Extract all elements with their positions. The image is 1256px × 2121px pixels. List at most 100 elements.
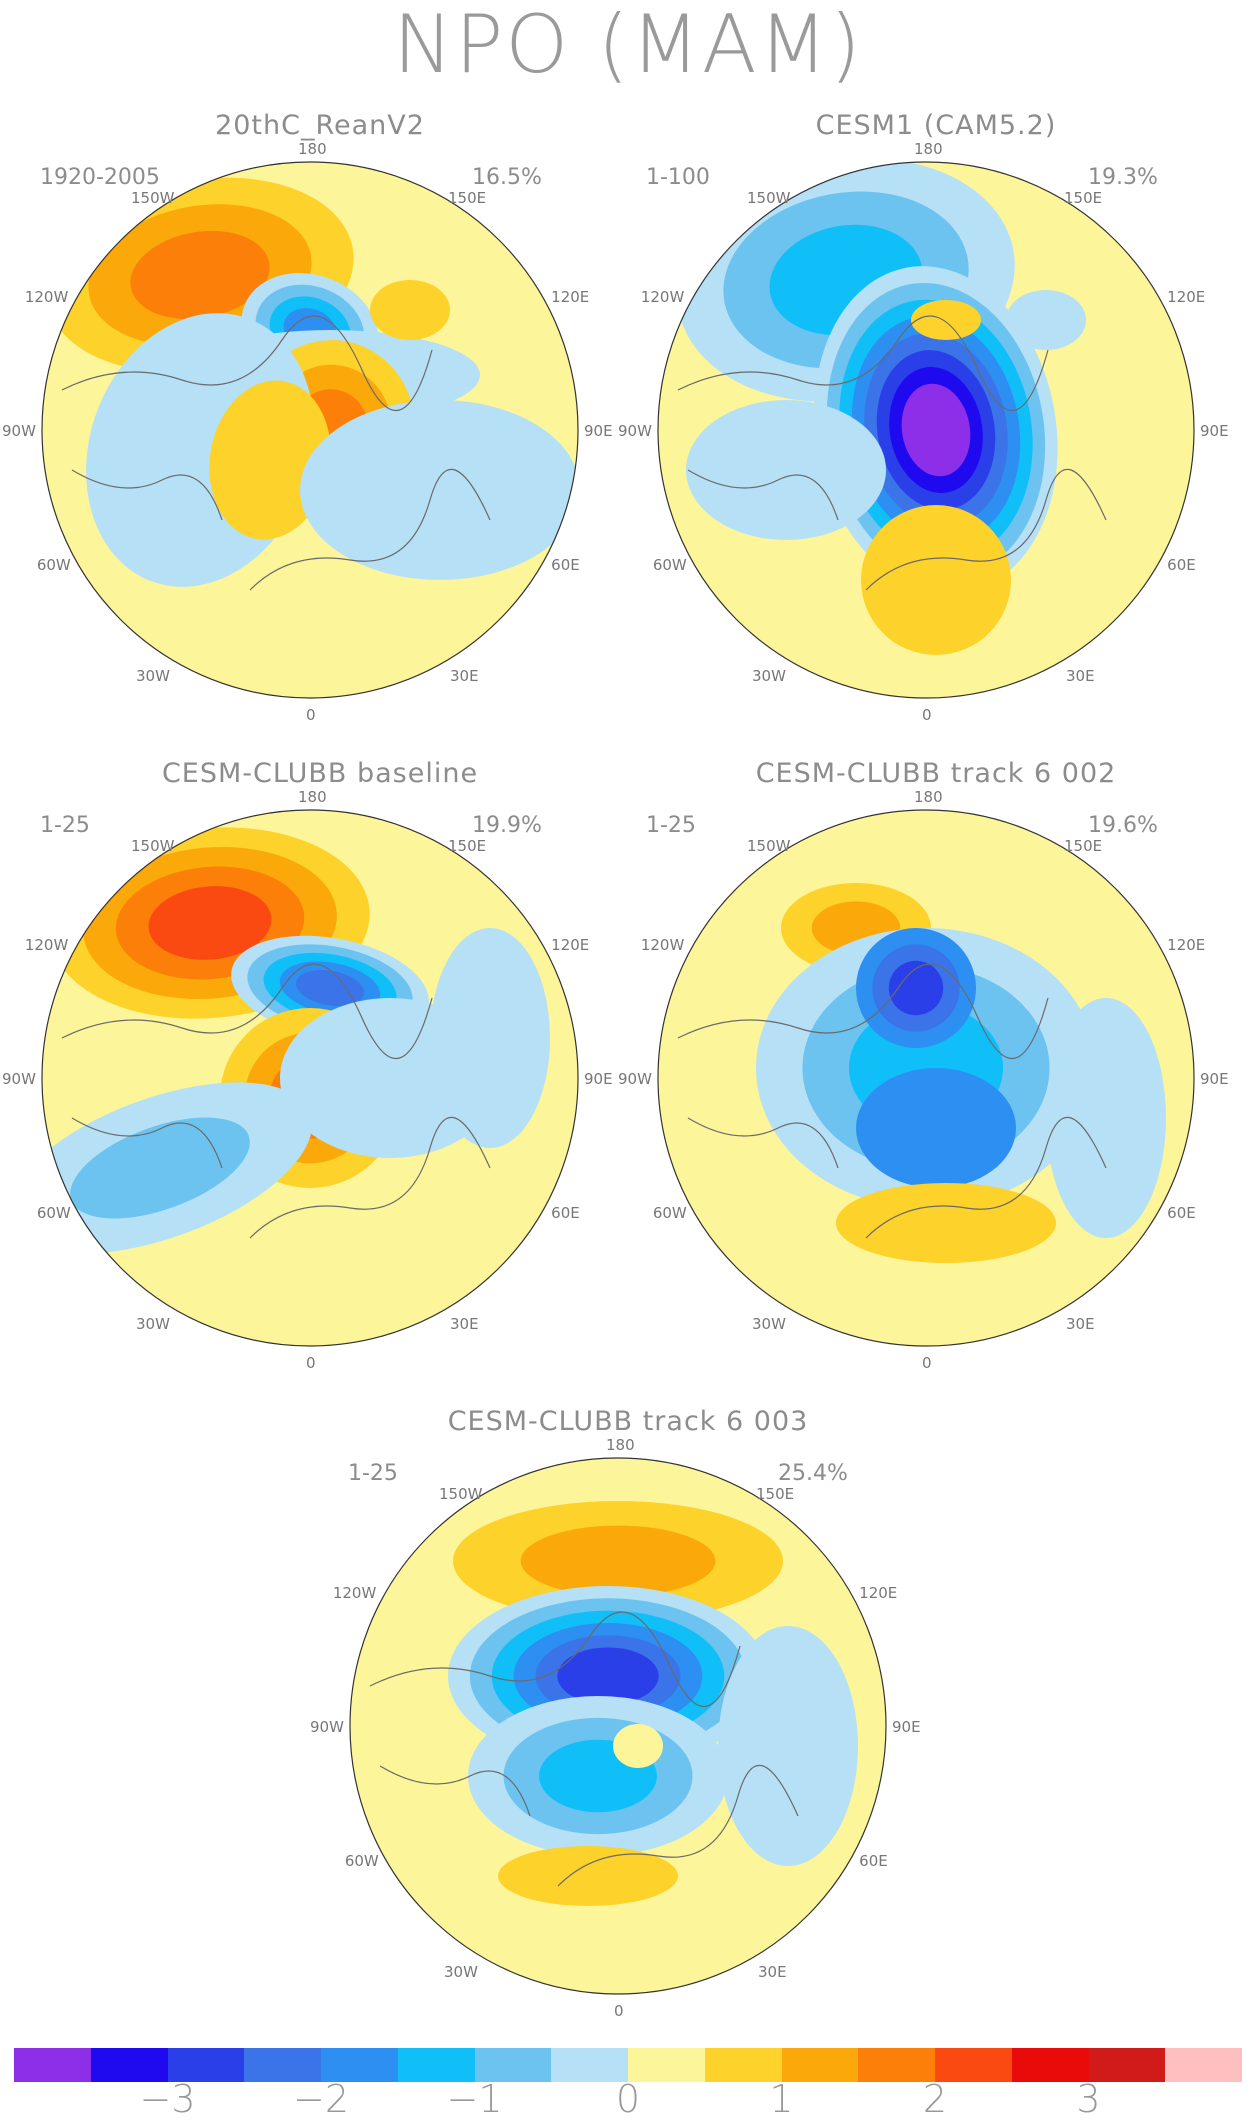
colorbar-swatch bbox=[935, 2048, 1012, 2082]
longitude-label: 150E bbox=[448, 836, 487, 855]
panel-percent: 25.4% bbox=[778, 1461, 848, 1486]
polar-map bbox=[349, 1457, 887, 1995]
longitude-label: 180 bbox=[914, 140, 943, 158]
longitude-label: 0 bbox=[306, 706, 316, 724]
longitude-label: 120W bbox=[24, 288, 69, 306]
contour-fill bbox=[209, 380, 331, 540]
coastline bbox=[369, 1611, 799, 1887]
coastline bbox=[61, 315, 491, 591]
longitude-label: 150W bbox=[131, 188, 175, 207]
colorbar-tick-label: 2 bbox=[922, 2077, 948, 2121]
longitude-label: 30W bbox=[136, 667, 170, 686]
colorbar-swatch bbox=[474, 2048, 552, 2082]
longitude-label: 60W bbox=[344, 1852, 379, 1870]
longitude-label: 0 bbox=[306, 1354, 316, 1372]
longitude-label: 120E bbox=[859, 1584, 898, 1602]
map-panel-20thc-reanv2: 20thC_ReanV2 1920-2005 16.5% 180 0 90W 90E 150W… bbox=[2, 110, 620, 730]
colorbar-swatch bbox=[1011, 2048, 1089, 2082]
longitude-label: 60E bbox=[551, 1204, 580, 1222]
colorbar-swatch bbox=[781, 2048, 859, 2082]
colorbar-swatch bbox=[397, 2048, 475, 2082]
longitude-label: 30E bbox=[758, 1963, 787, 1982]
longitude-label: 150E bbox=[756, 1484, 795, 1503]
longitude-label: 30E bbox=[1066, 1315, 1095, 1334]
longitude-label: 120W bbox=[24, 936, 69, 954]
colorbar-tick-label: 0 bbox=[615, 2077, 641, 2121]
contour-fill bbox=[686, 400, 886, 540]
colorbar-tick-labels: −3 −2 −1 0 1 2 3 bbox=[14, 2080, 1242, 2118]
longitude-label: 30E bbox=[450, 1315, 479, 1334]
contour-fill bbox=[520, 1525, 716, 1597]
panel-title: CESM1 (CAM5.2) bbox=[815, 110, 1057, 141]
longitude-label: 180 bbox=[298, 788, 327, 806]
contour-fill bbox=[130, 230, 270, 320]
contour-fill bbox=[861, 505, 1011, 655]
contour-fill bbox=[557, 1647, 659, 1705]
panel-percent: 16.5% bbox=[472, 165, 542, 190]
map-boundary bbox=[657, 161, 1195, 699]
colorbar-swatch bbox=[1165, 2048, 1242, 2082]
contour-fill bbox=[836, 1183, 1056, 1263]
longitude-label: 30W bbox=[444, 1963, 478, 1982]
longitude-label: 180 bbox=[914, 788, 943, 806]
panel-title: CESM-CLUBB baseline bbox=[161, 758, 479, 789]
longitude-label: 30W bbox=[752, 1315, 786, 1334]
contour-fill bbox=[888, 960, 944, 1016]
longitude-label: 60W bbox=[652, 556, 687, 574]
colorbar-swatch bbox=[1088, 2048, 1166, 2082]
colorbar-swatch bbox=[90, 2048, 168, 2082]
polar-map bbox=[41, 809, 579, 1347]
coastline bbox=[677, 963, 1107, 1239]
longitude-label: 120E bbox=[551, 936, 590, 954]
longitude-label: 90E bbox=[584, 422, 613, 440]
longitude-label: 120E bbox=[1167, 288, 1206, 306]
panel-period: 1-25 bbox=[646, 813, 696, 838]
longitude-label: 120E bbox=[1167, 936, 1206, 954]
colorbar-tick-label: −1 bbox=[446, 2077, 503, 2121]
longitude-label: 90E bbox=[1200, 422, 1229, 440]
contour-fill bbox=[148, 886, 272, 960]
contour-fill bbox=[911, 300, 981, 340]
longitude-label: 90W bbox=[2, 1070, 36, 1088]
longitude-label: 90E bbox=[1200, 1070, 1229, 1088]
panel-period: 1-25 bbox=[40, 813, 90, 838]
polar-map bbox=[657, 161, 1195, 699]
longitude-label: 60E bbox=[859, 1852, 888, 1870]
polar-map bbox=[657, 809, 1195, 1347]
longitude-label: 150W bbox=[131, 836, 175, 855]
longitude-label: 60W bbox=[36, 556, 71, 574]
longitude-label: 60E bbox=[1167, 1204, 1196, 1222]
longitude-label: 90W bbox=[2, 422, 36, 440]
contour-fill bbox=[498, 1846, 678, 1906]
longitude-label: 30W bbox=[752, 667, 786, 686]
longitude-label: 0 bbox=[922, 706, 932, 724]
longitude-label: 120W bbox=[640, 288, 685, 306]
polar-map bbox=[41, 161, 579, 699]
longitude-label: 120W bbox=[640, 936, 685, 954]
map-boundary bbox=[349, 1457, 887, 1995]
longitude-label: 60E bbox=[551, 556, 580, 574]
map-panel-cesm1-cam52: CESM1 (CAM5.2) 1-100 19.3% 180 0 90W 90E 150W 15… bbox=[618, 110, 1236, 730]
colorbar-tick-label: −2 bbox=[292, 2077, 350, 2121]
contour-fill bbox=[901, 383, 971, 477]
longitude-label: 30W bbox=[136, 1315, 170, 1334]
colorbar-swatch bbox=[704, 2048, 782, 2082]
longitude-label: 30E bbox=[450, 667, 479, 686]
coastline bbox=[677, 315, 1107, 591]
longitude-label: 60W bbox=[652, 1204, 687, 1222]
panel-period: 1-100 bbox=[646, 165, 710, 190]
contour-fill bbox=[370, 280, 450, 340]
colorbar-swatch bbox=[244, 2048, 321, 2082]
longitude-label: 90W bbox=[310, 1718, 344, 1736]
contour-fill bbox=[718, 1626, 858, 1866]
colorbar-swatch bbox=[14, 2048, 91, 2082]
map-boundary bbox=[657, 809, 1195, 1347]
longitude-label: 90W bbox=[618, 422, 652, 440]
panel-percent: 19.9% bbox=[472, 813, 542, 838]
colorbar-tick-label: 3 bbox=[1076, 2077, 1101, 2121]
longitude-label: 150E bbox=[1064, 836, 1103, 855]
panel-title: CESM-CLUBB track 6 003 bbox=[447, 1406, 809, 1437]
longitude-label: 180 bbox=[606, 1436, 635, 1454]
colorbar-swatch bbox=[321, 2048, 398, 2082]
longitude-label: 90E bbox=[584, 1070, 613, 1088]
